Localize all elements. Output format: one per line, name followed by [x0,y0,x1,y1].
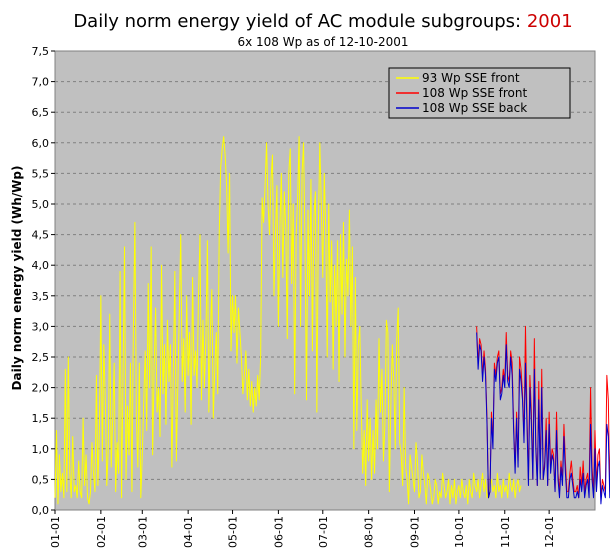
chart-title: Daily norm energy yield of AC module sub… [73,11,572,32]
series-line-2 [476,332,610,505]
y-tick-label: 6,5 [32,106,50,119]
y-axis-ticks: 0,0 0,5 1,0 1,5 2,0 2,5 3,0 3,5 4,0 4,5 5,0 5,5 6,0 6… [32,45,55,517]
legend-box [388,67,571,119]
x-tick-label: 08-01 [363,516,376,548]
x-tick-label: 09-01 [409,516,422,548]
plot-area [54,50,596,511]
y-axis-label: Daily norm energy yield (Wh/Wp) [10,166,24,391]
y-tick-label: 2,0 [32,382,50,395]
chart-title-year: 2001 [527,11,573,32]
x-tick-label: 02-01 [95,516,108,548]
x-tick-label: 10-01 [453,516,466,548]
legend-label-2: 108 Wp SSE back [422,101,527,115]
x-tick-label: 11-01 [499,516,512,548]
x-tick-label: 05-01 [227,516,240,548]
y-tick-label: 7,5 [32,45,50,58]
chart-subtitle: 6x 108 Wp as of 12-10-2001 [237,35,408,49]
series-line-0 [54,136,522,505]
x-tick-label: 03-01 [136,516,149,548]
y-tick-label: 4,5 [32,229,50,242]
y-tick-label: 2,5 [32,351,50,364]
x-tick-label: 01-01 [49,516,62,548]
y-tick-label: 3,0 [32,320,50,333]
legend-label-1: 108 Wp SSE front [422,86,527,100]
series-lines [54,136,610,505]
x-axis-ticks: 01-01 02-01 03-01 04-01 05-01 06-01 07-01 08-01… [49,510,556,548]
x-tick-label: 06-01 [272,516,285,548]
y-tick-label: 3,5 [32,290,50,303]
x-tick-label: 07-01 [317,516,330,548]
x-tick-label: 12-01 [543,516,556,548]
x-tick-label: 04-01 [182,516,195,548]
y-tick-label: 1,5 [32,412,50,425]
y-tick-label: 5,5 [32,167,50,180]
y-tick-label: 0,0 [32,504,50,517]
y-tick-label: 5,0 [32,198,50,211]
y-tick-label: 7,0 [32,76,50,89]
y-tick-label: 6,0 [32,137,50,150]
y-tick-label: 4,0 [32,259,50,272]
y-tick-label: 1,0 [32,443,50,456]
legend: 93 Wp SSE front 108 Wp SSE front 108 Wp … [388,67,571,119]
chart-title-text: Daily norm energy yield of AC module sub… [73,11,527,32]
y-tick-label: 0,5 [32,473,50,486]
legend-label-0: 93 Wp SSE front [422,71,520,85]
